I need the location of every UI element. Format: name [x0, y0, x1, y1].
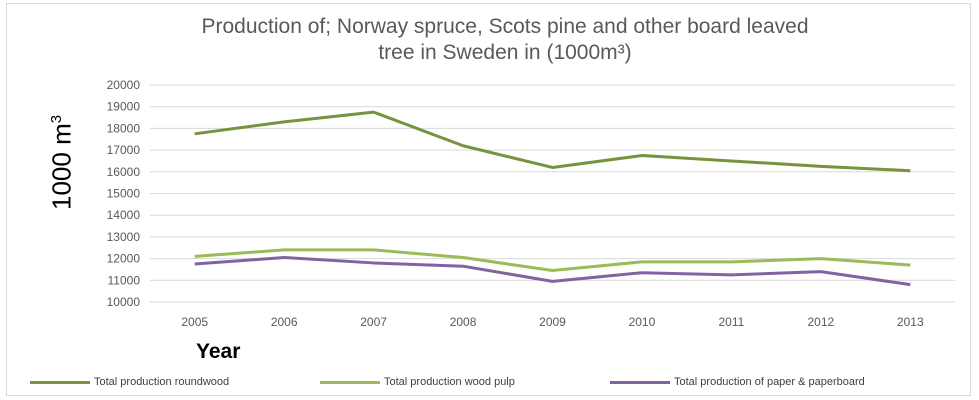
y-tick-label: 14000: [107, 208, 141, 222]
y-axis-ticks: 10000 11000 12000 13000 14000 15000 16000 17000…: [107, 78, 141, 309]
y-tick-label: 19000: [107, 100, 141, 114]
x-tick-label: 2011: [718, 315, 744, 329]
y-tick-label: 15000: [107, 187, 141, 201]
legend-swatch: [610, 380, 670, 384]
chart-legend: Total production roundwood Total producti…: [30, 376, 960, 394]
x-axis-ticks: 2005 2006 2007 2008 2009 2010 2011 2012 2013: [181, 315, 924, 329]
legend-label: Total production of paper & paperboard: [674, 376, 865, 388]
legend-item-2: Total production wood pulp: [320, 376, 515, 388]
legend-swatch: [320, 380, 380, 384]
series-lines: [194, 110, 911, 287]
y-tick-label: 17000: [107, 143, 141, 157]
x-tick-label: 2013: [897, 315, 924, 329]
legend-label: Total production roundwood: [94, 376, 230, 388]
y-tick-label: 18000: [107, 121, 141, 135]
grid-lines: [150, 84, 955, 303]
y-tick-label: 20000: [107, 78, 141, 92]
y-tick-label: 11000: [108, 273, 141, 287]
x-tick-label: 2006: [271, 315, 298, 329]
chart-frame: [6, 3, 971, 396]
series-line-3: [194, 256, 911, 287]
chart-title-line-2: tree in Sweden in (1000m³): [378, 41, 632, 64]
x-tick-label: 2010: [629, 315, 656, 329]
x-tick-label: 2005: [181, 315, 208, 329]
x-axis-label: Year: [196, 340, 241, 363]
legend-label: Total production wood pulp: [384, 376, 515, 388]
legend-item-1: Total production roundwood: [30, 376, 229, 388]
y-tick-label: 13000: [107, 230, 141, 244]
x-tick-label: 2009: [539, 315, 566, 329]
chart-title-line-1: Production of; Norway spruce, Scots pine…: [201, 15, 809, 38]
chart-title: Production of; Norway spruce, Scots pine…: [80, 14, 930, 66]
y-tick-label: 10000: [107, 295, 141, 309]
y-tick-label: 16000: [107, 165, 141, 179]
y-tick-label: 12000: [107, 252, 141, 266]
legend-swatch: [30, 380, 90, 384]
x-tick-label: 2012: [807, 315, 834, 329]
x-tick-label: 2008: [450, 315, 477, 329]
series-line-2: [194, 248, 911, 273]
series-line-1: [194, 110, 911, 173]
legend-item-3: Total production of paper & paperboard: [610, 376, 865, 388]
x-tick-label: 2007: [360, 315, 387, 329]
